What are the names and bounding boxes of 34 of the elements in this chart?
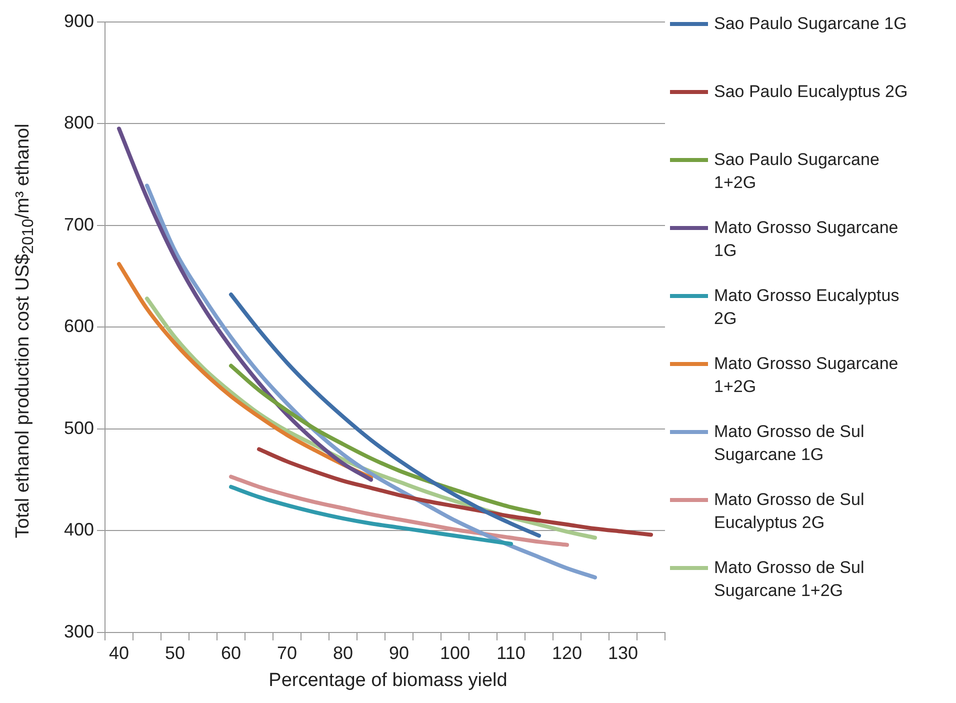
legend-label: Sao Paulo Eucalyptus 2G [714, 81, 909, 103]
y-tick-label: 900 [64, 10, 94, 31]
line-series [229, 474, 569, 547]
legend-label: Sao Paulo Sugarcane 1G [714, 13, 908, 35]
x-tick-label: 120 [552, 643, 582, 664]
y-tick-label: 300 [64, 621, 94, 642]
line-series [117, 126, 373, 482]
x-tick-label: 90 [388, 643, 410, 664]
legend-label: Mato Grosso Sugarcane 1+2G [714, 353, 900, 398]
x-tick-label: 40 [108, 643, 130, 664]
y-tick-label: 700 [64, 214, 94, 234]
x-tick-label: 110 [496, 643, 526, 664]
x-tick-label: 50 [164, 643, 186, 664]
x-tick-label: 60 [220, 643, 242, 664]
y-tick-label: 600 [64, 316, 94, 336]
legend-label: Mato Grosso de Sul Sugarcane 1G [714, 421, 866, 466]
line-series [229, 484, 513, 546]
line-series [145, 184, 597, 580]
line-series [229, 292, 541, 538]
y-tick-label: 800 [64, 112, 94, 133]
legend-label: Mato Grosso de Sul Sugarcane 1+2G [714, 557, 866, 602]
x-tick-label: 80 [332, 643, 354, 664]
legend-label: Mato Grosso de Sul Eucalyptus 2G [714, 489, 866, 534]
x-tick-label: 130 [608, 643, 638, 664]
line-series [257, 447, 653, 537]
y-tick-label: 500 [64, 418, 94, 438]
line-series [229, 364, 541, 516]
x-tick-label: 70 [276, 643, 298, 664]
y-tick-label: 400 [64, 520, 94, 540]
legend-label: Sao Paulo Sugarcane 1+2G [714, 149, 880, 194]
x-tick-label: 100 [440, 643, 470, 664]
x-axis-title: Percentage of biomass yield [268, 670, 508, 692]
legend-label: Mato Grosso Eucalyptus 2G [714, 285, 900, 330]
legend-label: Mato Grosso Sugarcane 1G [714, 217, 900, 262]
